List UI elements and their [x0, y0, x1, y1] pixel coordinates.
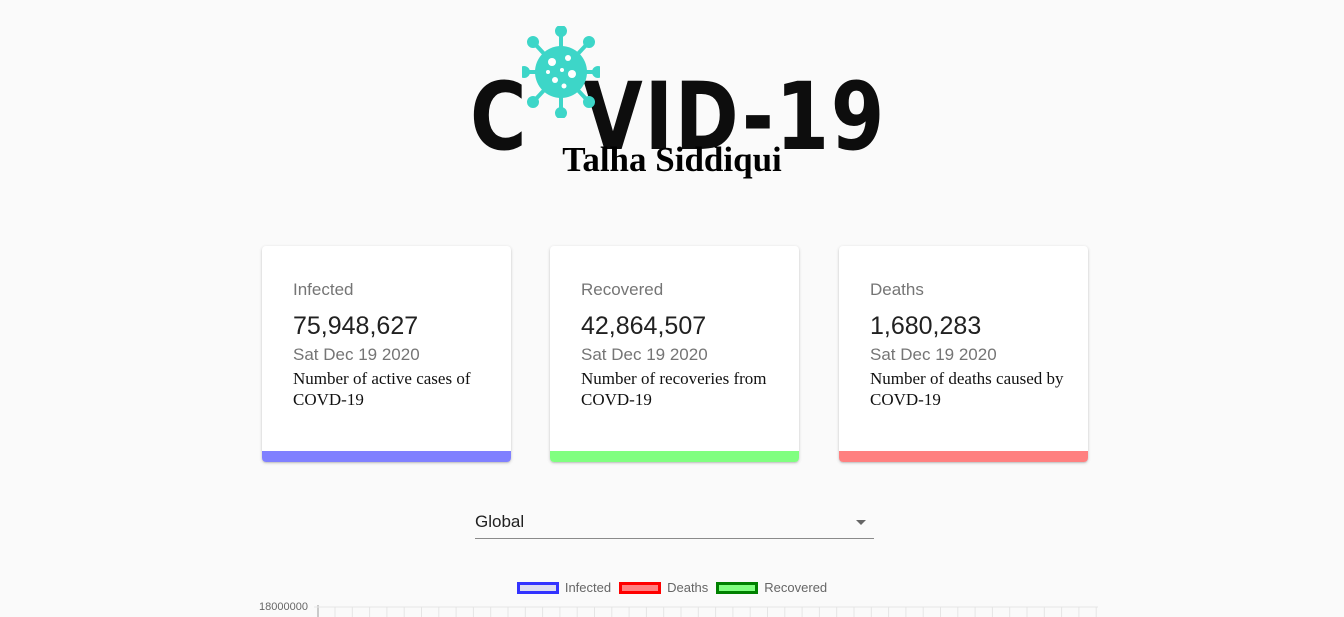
card-accent-bar	[550, 451, 799, 462]
legend-label: Deaths	[667, 580, 709, 595]
card-date: Sat Dec 19 2020	[293, 345, 420, 364]
infected-card: Infected 75,948,627 Sat Dec 19 2020 Numb…	[262, 246, 511, 462]
card-accent-bar	[262, 451, 511, 462]
card-description: Number of recoveries from COVD-19	[581, 369, 767, 409]
legend-swatch-recovered	[716, 581, 759, 594]
legend-entry-infected[interactable]: Infected	[516, 580, 612, 595]
y-axis-tick-label: 18000000	[259, 601, 308, 613]
card-count: 42,864,507	[581, 312, 707, 340]
card-date: Sat Dec 19 2020	[870, 345, 997, 364]
legend-label: Recovered	[764, 580, 828, 595]
legend-swatch-deaths	[619, 581, 662, 594]
card-description: Number of active cases of COVD-19	[293, 369, 471, 409]
country-select[interactable]: Global	[475, 507, 874, 539]
card-description: Number of deaths caused by COVD-19	[870, 369, 1064, 409]
logo-letters-rest: VID-19	[583, 63, 887, 172]
legend-entry-recovered[interactable]: Recovered	[716, 580, 827, 595]
covid-logo: C VID-19	[470, 26, 884, 165]
virus-icon	[522, 26, 600, 118]
card-accent-bar	[839, 451, 1088, 462]
card-date: Sat Dec 19 2020	[581, 345, 708, 364]
chart-legend: Infected Deaths Recovered	[0, 580, 1344, 595]
legend-swatch-infected	[516, 581, 559, 594]
legend-label: Infected	[564, 580, 612, 595]
dropdown-arrow-icon[interactable]	[856, 520, 866, 525]
card-label: Infected	[293, 280, 354, 299]
card-count: 75,948,627	[293, 312, 419, 340]
author-name: Talha Siddiqui	[562, 140, 782, 179]
card-label: Deaths	[870, 280, 924, 299]
logo-letter-c: C	[470, 63, 529, 172]
recovered-card: Recovered 42,864,507 Sat Dec 19 2020 Num…	[550, 246, 799, 462]
chart-area: 18000000	[259, 601, 1098, 617]
card-label: Recovered	[581, 280, 664, 299]
card-count: 1,680,283	[870, 312, 982, 340]
country-select-value: Global	[475, 512, 525, 531]
vertical-gridlines	[334, 607, 1097, 617]
deaths-card: Deaths 1,680,283 Sat Dec 19 2020 Number …	[839, 246, 1088, 462]
legend-entry-deaths[interactable]: Deaths	[619, 580, 708, 595]
